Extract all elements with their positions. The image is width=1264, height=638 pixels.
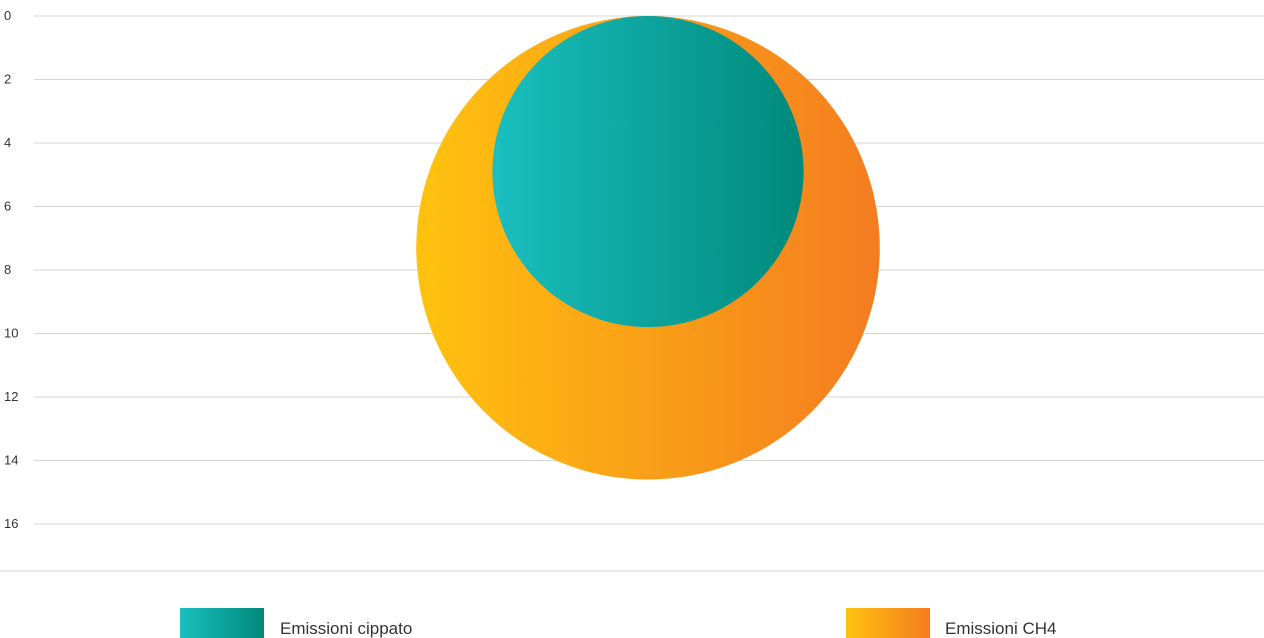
legend-label: Emissioni CH4 (945, 619, 1056, 638)
y-tick-label: 14 (4, 453, 18, 468)
y-tick-label: 10 (4, 326, 18, 341)
y-tick-label: 16 (4, 516, 18, 531)
y-tick-label: 2 (4, 72, 11, 87)
legend-swatch (846, 608, 930, 638)
y-tick-label: 8 (4, 262, 11, 277)
legend-swatch (180, 608, 264, 638)
y-tick-label: 6 (4, 199, 11, 214)
bubble-emissioni-cippato (492, 16, 804, 328)
bubbles (416, 16, 880, 480)
y-tick-label: 0 (4, 8, 11, 23)
legend: Emissioni CH4 Emissioni cippato (180, 608, 1056, 638)
y-tick-label: 12 (4, 389, 18, 404)
y-axis-ticks: 0 2 4 6 8 10 12 14 16 (4, 8, 18, 531)
y-tick-label: 4 (4, 135, 11, 150)
legend-label: Emissioni cippato (280, 619, 412, 638)
